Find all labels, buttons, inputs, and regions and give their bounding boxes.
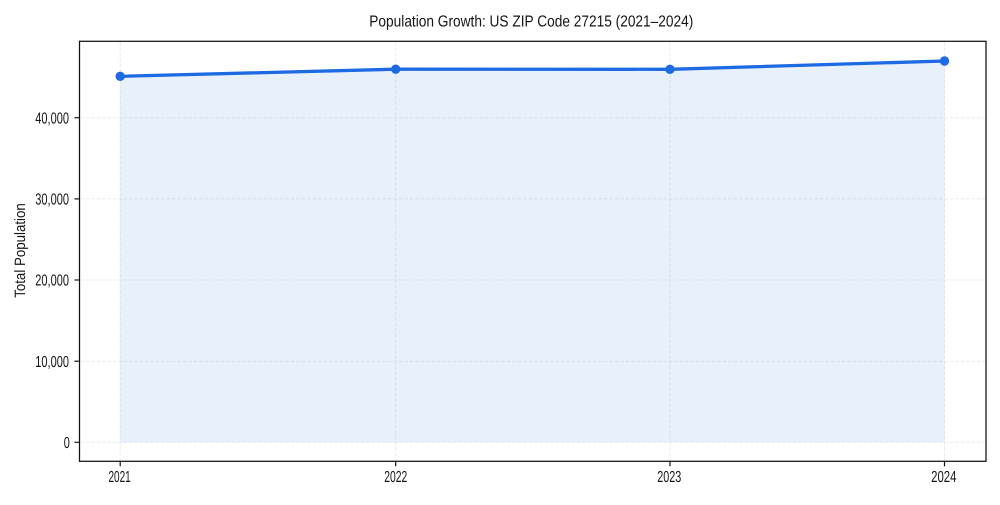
svg-text:2021: 2021 xyxy=(108,469,130,486)
svg-text:10,000: 10,000 xyxy=(35,354,69,371)
svg-text:Population Growth: US ZIP Code: Population Growth: US ZIP Code 27215 (20… xyxy=(369,14,693,31)
svg-text:2023: 2023 xyxy=(657,469,681,486)
svg-text:Total Population: Total Population xyxy=(12,203,29,298)
svg-text:2024: 2024 xyxy=(931,469,956,486)
svg-text:40,000: 40,000 xyxy=(35,110,69,127)
svg-text:0: 0 xyxy=(64,435,70,452)
svg-text:20,000: 20,000 xyxy=(35,273,69,290)
svg-text:30,000: 30,000 xyxy=(35,191,69,208)
svg-text:2022: 2022 xyxy=(384,469,407,486)
